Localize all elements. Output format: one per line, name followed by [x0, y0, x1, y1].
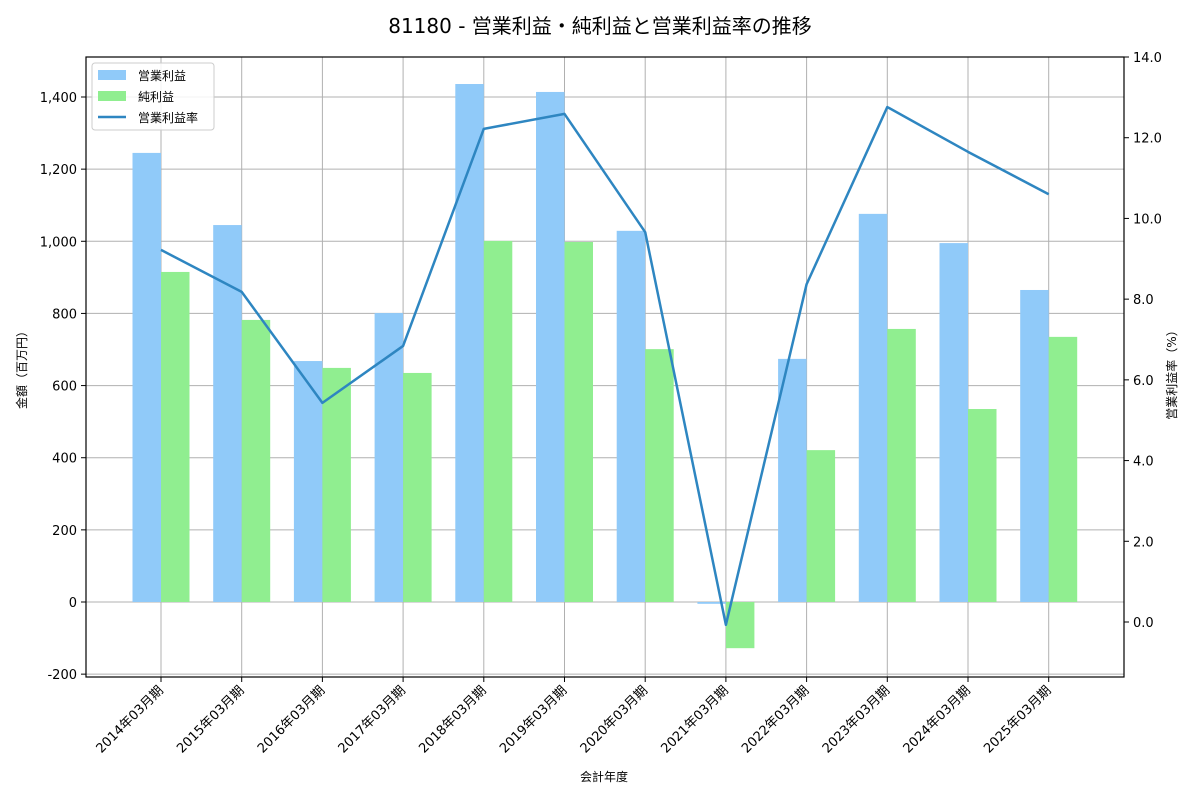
y2-tick-label: 14.0	[1133, 51, 1162, 66]
y-tick-label: 800	[52, 307, 77, 322]
y2-tick-label: 8.0	[1133, 293, 1154, 308]
y2-tick-label: 12.0	[1133, 132, 1162, 147]
plot-frame	[85, 56, 1125, 678]
x-tick-label: 2022年03月期	[739, 683, 812, 756]
legend-swatch-operating-profit	[98, 70, 126, 80]
legend-label-net-profit: 純利益	[138, 90, 174, 104]
y2-tick-label: 6.0	[1133, 374, 1154, 389]
x-tick-label: 2019年03月期	[497, 683, 570, 756]
y-axis-label: 金額（百万円）	[14, 325, 29, 409]
line-operating-margin	[160, 105, 1050, 627]
bar-operating-profit	[293, 361, 323, 602]
x-tick-label: 2020年03月期	[578, 683, 651, 756]
y-tick-label: -200	[47, 668, 77, 683]
x-tick-label: 2014年03月期	[94, 683, 167, 756]
y-tick-label: 1,200	[40, 163, 77, 178]
bar-net-profit	[322, 367, 351, 602]
y2-tick-label: 10.0	[1133, 212, 1162, 227]
legend-label-operating-margin: 営業利益率	[138, 110, 198, 125]
y-tick-label: 1,400	[40, 91, 77, 106]
y-tick-label: 0	[69, 596, 77, 611]
bar-net-profit	[1048, 336, 1078, 602]
y-tick-label: 1,000	[40, 235, 77, 250]
y-tick-label: 400	[52, 452, 77, 467]
bar-net-profit	[403, 372, 432, 602]
bar-operating-profit	[778, 358, 807, 602]
y2-axis-label: 営業利益率（%）	[1164, 324, 1179, 419]
bar-operating-profit	[697, 602, 726, 604]
x-tick-label: 2025年03月期	[981, 683, 1054, 756]
bar-operating-profit	[132, 152, 161, 603]
x-tick-label: 2017年03月期	[336, 683, 409, 756]
bar-net-profit	[887, 328, 916, 602]
chart-title: 81180 - 営業利益・純利益と営業利益率の推移	[388, 14, 812, 38]
y2-tick-label: 2.0	[1133, 535, 1154, 550]
bar-operating-profit	[213, 225, 242, 602]
bar-net-profit	[968, 409, 997, 602]
y2-tick-label: 0.0	[1133, 616, 1154, 631]
bar-net-profit	[806, 450, 836, 602]
bar-net-profit	[161, 271, 190, 602]
bar-operating-profit	[939, 243, 968, 602]
x-tick-label: 2016年03月期	[255, 683, 328, 756]
bar-operating-profit	[858, 213, 888, 602]
bar-net-profit	[564, 242, 593, 602]
bar-operating-profit	[616, 230, 646, 602]
bar-net-profit	[483, 240, 513, 603]
x-tick-label: 2024年03月期	[901, 683, 974, 756]
legend-label-operating-profit: 営業利益	[138, 69, 186, 83]
bar-net-profit	[241, 319, 271, 602]
y-tick-label: 600	[52, 380, 77, 395]
x-tick-label: 2015年03月期	[174, 683, 247, 756]
x-tick-label: 2018年03月期	[416, 683, 489, 756]
bar-operating-profit	[536, 91, 565, 602]
x-tick-label: 2023年03月期	[820, 683, 893, 756]
bar-operating-profit	[455, 84, 484, 602]
legend-swatch-net-profit	[98, 91, 126, 101]
bar-operating-profit	[1020, 289, 1049, 602]
y2-tick-label: 4.0	[1133, 455, 1154, 470]
bar-net-profit	[645, 349, 674, 602]
x-axis-label: 会計年度	[580, 769, 628, 784]
x-tick-label: 2021年03月期	[658, 683, 731, 756]
y-tick-label: 200	[52, 524, 77, 539]
